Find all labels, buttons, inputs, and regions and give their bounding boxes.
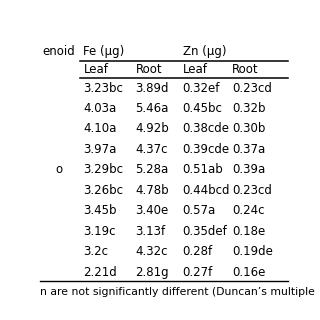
Text: 0.18e: 0.18e xyxy=(232,225,266,238)
Text: 0.30b: 0.30b xyxy=(232,123,266,135)
Text: Root: Root xyxy=(135,63,162,76)
Text: 0.37a: 0.37a xyxy=(232,143,266,156)
Text: 3.89d: 3.89d xyxy=(135,82,169,94)
Text: Leaf: Leaf xyxy=(183,63,207,76)
Text: 0.39cde: 0.39cde xyxy=(183,143,230,156)
Text: 0.16e: 0.16e xyxy=(232,266,266,279)
Text: 4.78b: 4.78b xyxy=(135,184,169,197)
Text: 0.28f: 0.28f xyxy=(183,245,213,258)
Text: 4.37c: 4.37c xyxy=(135,143,168,156)
Text: 3.40e: 3.40e xyxy=(135,204,169,217)
Text: enoid: enoid xyxy=(43,44,75,58)
Text: 4.32c: 4.32c xyxy=(135,245,168,258)
Text: 5.28a: 5.28a xyxy=(135,163,169,176)
Text: 5.46a: 5.46a xyxy=(135,102,169,115)
Text: 0.23cd: 0.23cd xyxy=(232,184,272,197)
Text: 4.92b: 4.92b xyxy=(135,123,169,135)
Text: 0.45bc: 0.45bc xyxy=(183,102,222,115)
Text: 0.27f: 0.27f xyxy=(183,266,213,279)
Text: Zn (μg): Zn (μg) xyxy=(183,44,226,58)
Text: 0.57a: 0.57a xyxy=(183,204,216,217)
Text: 3.97a: 3.97a xyxy=(84,143,117,156)
Text: 3.23bc: 3.23bc xyxy=(84,82,123,94)
Text: 3.29bc: 3.29bc xyxy=(84,163,124,176)
Text: 2.81g: 2.81g xyxy=(135,266,169,279)
Text: 0.39a: 0.39a xyxy=(232,163,266,176)
Text: 0.23cd: 0.23cd xyxy=(232,82,272,94)
Text: 0.44bcd: 0.44bcd xyxy=(183,184,230,197)
Text: Root: Root xyxy=(232,63,259,76)
Text: 3.26bc: 3.26bc xyxy=(84,184,124,197)
Text: 4.10a: 4.10a xyxy=(84,123,117,135)
Text: Fe (μg): Fe (μg) xyxy=(84,44,125,58)
Text: 0.38cde: 0.38cde xyxy=(183,123,230,135)
Text: 0.32ef: 0.32ef xyxy=(183,82,220,94)
Text: 3.2c: 3.2c xyxy=(84,245,108,258)
Text: 4.03a: 4.03a xyxy=(84,102,117,115)
Text: 0.51ab: 0.51ab xyxy=(183,163,223,176)
Text: 0.35def: 0.35def xyxy=(183,225,227,238)
Text: Leaf: Leaf xyxy=(84,63,108,76)
Text: n are not significantly different (Duncan’s multiple: n are not significantly different (Dunca… xyxy=(40,287,315,297)
Text: 0.32b: 0.32b xyxy=(232,102,266,115)
Text: 3.45b: 3.45b xyxy=(84,204,117,217)
Text: o: o xyxy=(55,163,62,176)
Text: 0.24c: 0.24c xyxy=(232,204,265,217)
Text: 2.21d: 2.21d xyxy=(84,266,117,279)
Text: 3.13f: 3.13f xyxy=(135,225,166,238)
Text: 0.19de: 0.19de xyxy=(232,245,273,258)
Text: 3.19c: 3.19c xyxy=(84,225,116,238)
